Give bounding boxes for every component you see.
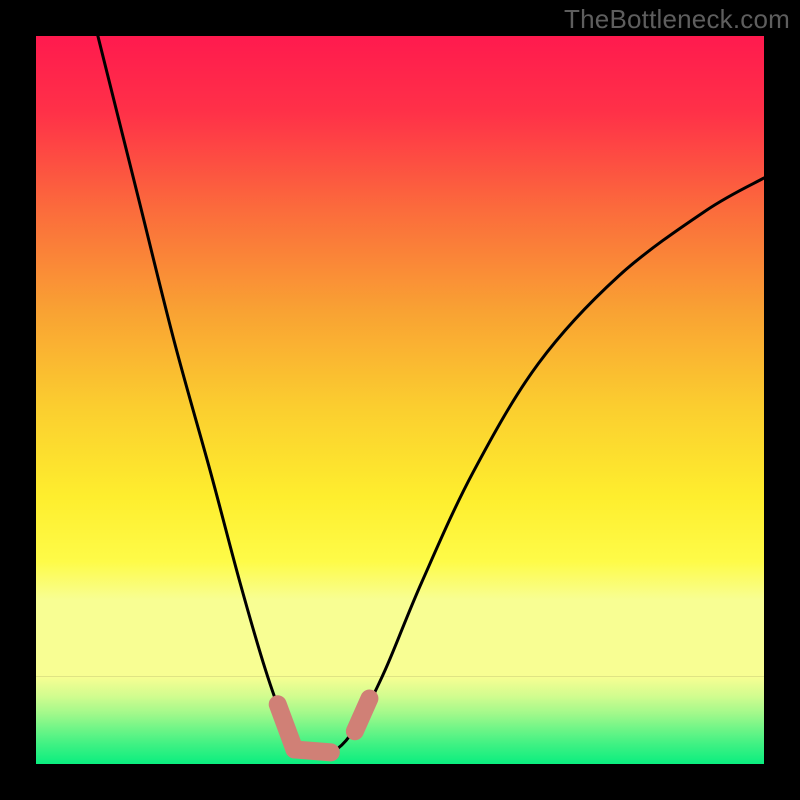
gradient-background-main [36,36,764,677]
chart-stage: TheBottleneck.com [0,0,800,800]
plot-group [36,36,764,764]
highlight-segment-1 [294,749,330,752]
watermark-text: TheBottleneck.com [564,4,790,35]
gradient-background-band [36,677,764,764]
bottleneck-chart [0,0,800,800]
